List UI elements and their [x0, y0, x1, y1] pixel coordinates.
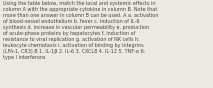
Text: Using the table below, match the local and systemic effects in
column A with the: Using the table below, match the local a… — [3, 1, 158, 60]
